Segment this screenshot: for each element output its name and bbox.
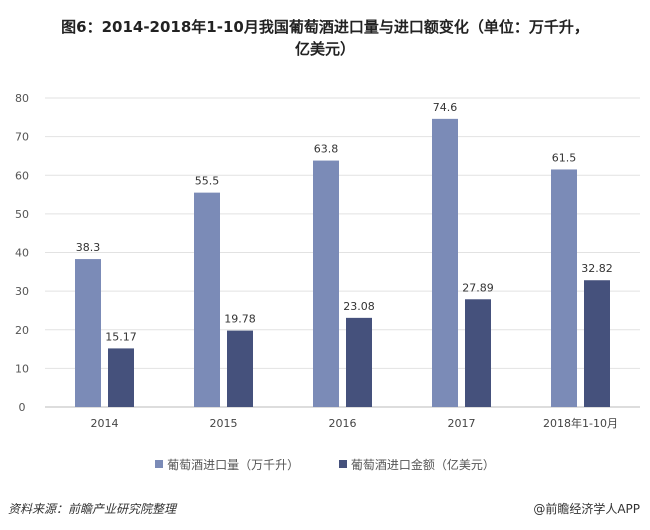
y-tick-label: 20 xyxy=(15,324,29,337)
source-note: 资料来源：前瞻产业研究院整理 xyxy=(8,502,177,516)
legend-label: 葡萄酒进口金额（亿美元） xyxy=(350,458,495,472)
x-tick-label: 2017 xyxy=(448,417,476,430)
chart-title: 图6：2014-2018年1-10月我国葡萄酒进口量与进口额变化（单位：万千升，… xyxy=(0,16,650,60)
data-label: 61.5 xyxy=(552,151,577,164)
x-tick-label: 2018年1-10月 xyxy=(543,416,618,430)
legend-label: 葡萄酒进口量（万千升） xyxy=(167,458,300,472)
data-label: 74.6 xyxy=(433,101,458,114)
y-tick-label: 40 xyxy=(15,247,29,260)
bar-1 xyxy=(584,280,610,407)
y-tick-label: 70 xyxy=(15,131,29,144)
brand-credit: @前瞻经济学人APP xyxy=(533,502,640,516)
data-label: 38.3 xyxy=(76,241,101,254)
y-tick-label: 0 xyxy=(19,401,26,414)
bar-0 xyxy=(194,192,220,407)
data-label: 15.17 xyxy=(105,330,137,343)
title-line-2: 亿美元） xyxy=(294,40,355,58)
y-tick-label: 80 xyxy=(15,92,29,105)
y-tick-label: 30 xyxy=(15,285,29,298)
legend-swatch xyxy=(155,460,164,468)
legend-item-value: 葡萄酒进口金额（亿美元） xyxy=(338,458,495,472)
bar-0 xyxy=(432,118,458,408)
data-label: 32.82 xyxy=(581,262,613,275)
bar-0 xyxy=(551,169,577,407)
title-line-1: 图6：2014-2018年1-10月我国葡萄酒进口量与进口额变化（单位：万千升， xyxy=(61,18,589,36)
data-label: 23.08 xyxy=(343,300,375,313)
y-tick-label: 60 xyxy=(15,169,29,182)
bar-1 xyxy=(108,348,134,407)
data-label: 27.89 xyxy=(462,281,494,294)
legend-swatch xyxy=(338,460,347,468)
data-label: 55.5 xyxy=(195,175,220,188)
data-label: 19.78 xyxy=(224,313,256,326)
x-tick-label: 2015 xyxy=(210,417,238,430)
bar-0 xyxy=(313,160,339,407)
x-tick-label: 2016 xyxy=(329,417,357,430)
legend: 葡萄酒进口量（万千升） 葡萄酒进口金额（亿美元） xyxy=(0,456,650,473)
y-tick-label: 50 xyxy=(15,208,29,221)
legend-item-volume: 葡萄酒进口量（万千升） xyxy=(155,458,299,472)
x-tick-label: 2014 xyxy=(91,417,119,430)
bar-1 xyxy=(346,317,372,407)
bar-1 xyxy=(227,330,253,407)
bar-0 xyxy=(75,259,101,407)
data-label: 63.8 xyxy=(314,143,339,156)
bar-1 xyxy=(465,299,491,407)
y-tick-label: 10 xyxy=(15,362,29,375)
